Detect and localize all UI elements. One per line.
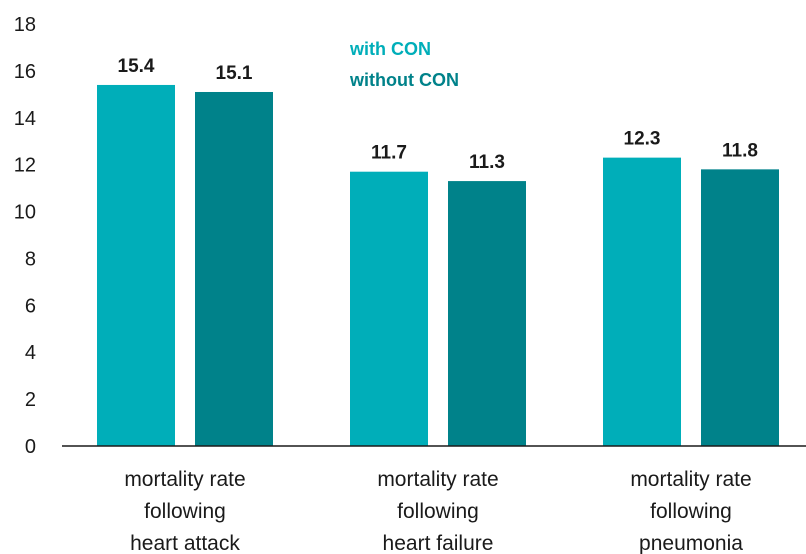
data-label: 11.7 <box>371 143 407 164</box>
bar-with-con <box>350 171 428 446</box>
category-label: mortality rate <box>124 468 245 491</box>
bar-with-con <box>603 157 681 446</box>
category-labels: mortality rate following heart attack morta… <box>124 468 751 554</box>
legend-item: with CON <box>349 39 431 59</box>
data-label: 11.3 <box>469 152 505 173</box>
legend: with CON without CON <box>349 39 459 90</box>
y-tick-label: 6 <box>25 295 36 317</box>
y-axis-ticks: 0 2 4 6 8 10 12 14 16 18 <box>14 14 36 458</box>
data-label: 11.8 <box>722 140 758 161</box>
category-label: following <box>144 500 226 523</box>
bar-without-con <box>195 91 273 446</box>
category-label: heart attack <box>130 532 240 554</box>
y-tick-label: 8 <box>25 248 36 270</box>
y-tick-label: 12 <box>14 155 36 177</box>
y-tick-label: 0 <box>25 436 36 458</box>
y-tick-label: 4 <box>25 342 36 364</box>
bar-with-con <box>97 84 175 446</box>
category-label: following <box>397 500 479 523</box>
data-label: 15.1 <box>216 63 253 84</box>
y-tick-label: 16 <box>14 61 36 83</box>
bar-without-con <box>448 181 526 447</box>
category-label: mortality rate <box>630 468 751 491</box>
category-label: mortality rate <box>377 468 498 491</box>
legend-item: without CON <box>349 70 459 90</box>
data-label: 15.4 <box>118 56 155 77</box>
y-tick-label: 10 <box>14 202 36 224</box>
y-tick-label: 2 <box>25 389 36 411</box>
data-label: 12.3 <box>624 129 661 150</box>
data-labels: 15.4 11.7 12.3 15.1 11.3 11.8 <box>118 56 758 173</box>
bar-without-con <box>701 169 779 446</box>
category-label: pneumonia <box>639 532 743 554</box>
category-label: following <box>650 500 732 523</box>
y-tick-label: 14 <box>14 108 36 130</box>
bars <box>97 84 779 447</box>
category-label: heart failure <box>383 532 494 554</box>
y-tick-label: 18 <box>14 14 36 36</box>
